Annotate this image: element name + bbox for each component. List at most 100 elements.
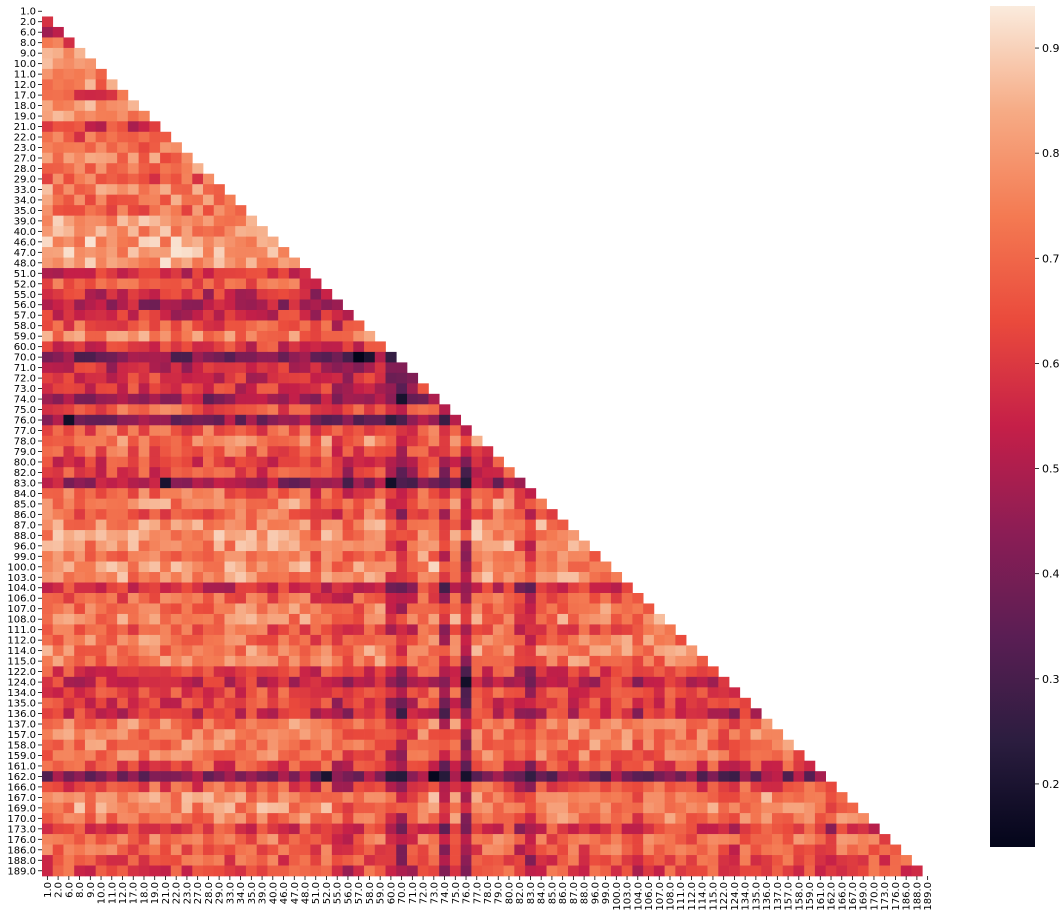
- heatmap-cell: [84, 540, 97, 552]
- heatmap-cell: [578, 823, 590, 835]
- heatmap-cell: [610, 802, 623, 814]
- heatmap-cell: [535, 572, 547, 583]
- heatmap-cell: [503, 760, 515, 772]
- heatmap-cell: [439, 823, 451, 835]
- heatmap-cell: [750, 760, 762, 772]
- heatmap-cell: [256, 739, 268, 751]
- heatmap-cell: [106, 582, 118, 594]
- heatmap-cell: [117, 215, 129, 227]
- heatmap-cell: [127, 834, 139, 845]
- heatmap-cell: [610, 834, 623, 845]
- heatmap-cell: [568, 834, 580, 845]
- heatmap-cell: [74, 320, 86, 332]
- heatmap-cell: [589, 645, 601, 657]
- heatmap-cell: [482, 687, 494, 699]
- heatmap-cell: [503, 551, 515, 562]
- heatmap-cell: [181, 226, 193, 237]
- heatmap-cell: [63, 666, 75, 678]
- heatmap-cell: [181, 603, 193, 615]
- heatmap-cell: [63, 813, 75, 824]
- heatmap-cell: [514, 603, 526, 615]
- heatmap-cell: [374, 792, 386, 803]
- heatmap-cell: [42, 613, 54, 625]
- heatmap-cell: [84, 676, 97, 688]
- heatmap-cell: [127, 351, 139, 363]
- heatmap-cell: [718, 813, 730, 824]
- heatmap-cell: [600, 655, 612, 667]
- heatmap-cell: [310, 697, 322, 709]
- heatmap-cell: [106, 844, 118, 856]
- heatmap-cell: [267, 697, 279, 709]
- heatmap-cell: [117, 351, 129, 363]
- heatmap-cell: [331, 299, 343, 311]
- heatmap-cell: [739, 750, 751, 762]
- heatmap-cell: [235, 509, 247, 520]
- heatmap-cell: [417, 687, 429, 699]
- heatmap-cell: [235, 676, 247, 688]
- heatmap-cell: [492, 509, 504, 520]
- heatmap-cell: [600, 750, 612, 762]
- heatmap-cell: [149, 121, 161, 133]
- heatmap-cell: [299, 708, 311, 720]
- heatmap-cell: [267, 278, 279, 290]
- heatmap-cell: [364, 624, 376, 636]
- heatmap-cell: [235, 729, 247, 741]
- heatmap-cell: [406, 488, 419, 499]
- heatmap-cell: [310, 404, 322, 416]
- heatmap-cell: [771, 802, 784, 814]
- heatmap-cell: [63, 414, 75, 426]
- heatmap-cell: [578, 802, 590, 814]
- heatmap-cell: [299, 362, 311, 374]
- heatmap-cell: [385, 477, 397, 489]
- heatmap-cell: [127, 110, 139, 122]
- heatmap-cell: [267, 739, 279, 751]
- heatmap-cell: [439, 676, 451, 688]
- heatmap-cell: [256, 624, 268, 636]
- heatmap-cell: [696, 750, 708, 762]
- heatmap-cell: [321, 372, 333, 384]
- heatmap-cell: [449, 823, 462, 835]
- heatmap-cell: [224, 613, 236, 625]
- heatmap-cell: [664, 708, 676, 720]
- heatmap-cell: [106, 110, 118, 122]
- heatmap-cell: [321, 299, 333, 311]
- heatmap-cell: [396, 383, 408, 395]
- heatmap-cell: [192, 624, 204, 636]
- heatmap-cell: [245, 666, 258, 678]
- x-tick-label: 58.0: [365, 882, 376, 904]
- heatmap-cell: [42, 37, 54, 49]
- heatmap-cell: [406, 592, 419, 604]
- heatmap-cell: [310, 718, 322, 730]
- heatmap-cell: [428, 687, 440, 699]
- heatmap-cell: [460, 477, 472, 489]
- heatmap-cell: [213, 184, 225, 196]
- heatmap-cell: [439, 760, 451, 772]
- heatmap-cell: [84, 110, 97, 122]
- heatmap-cell: [52, 498, 64, 510]
- heatmap-cell: [364, 718, 376, 730]
- heatmap-cell: [568, 666, 580, 678]
- heatmap-cell: [117, 760, 129, 772]
- heatmap-cell: [439, 477, 451, 489]
- heatmap-cell: [74, 823, 86, 835]
- heatmap-cell: [492, 645, 504, 657]
- heatmap-cell: [578, 687, 590, 699]
- x-tick-label: 82.0: [515, 882, 526, 904]
- heatmap-cell: [546, 519, 558, 531]
- heatmap-cell: [879, 834, 891, 845]
- heatmap-cell: [192, 582, 204, 594]
- heatmap-cell: [321, 771, 333, 783]
- heatmap-cell: [106, 320, 118, 332]
- heatmap-cell: [74, 68, 86, 80]
- heatmap-cell: [74, 131, 86, 143]
- heatmap-cell: [299, 718, 311, 730]
- heatmap-cell: [267, 718, 279, 730]
- heatmap-cell: [793, 823, 805, 835]
- heatmap-cell: [729, 813, 741, 824]
- heatmap-cell: [149, 236, 161, 248]
- heatmap-cell: [417, 488, 429, 499]
- heatmap-cell: [245, 425, 258, 437]
- heatmap-cell: [342, 509, 354, 520]
- heatmap-cell: [406, 666, 419, 678]
- heatmap-cell: [224, 760, 236, 772]
